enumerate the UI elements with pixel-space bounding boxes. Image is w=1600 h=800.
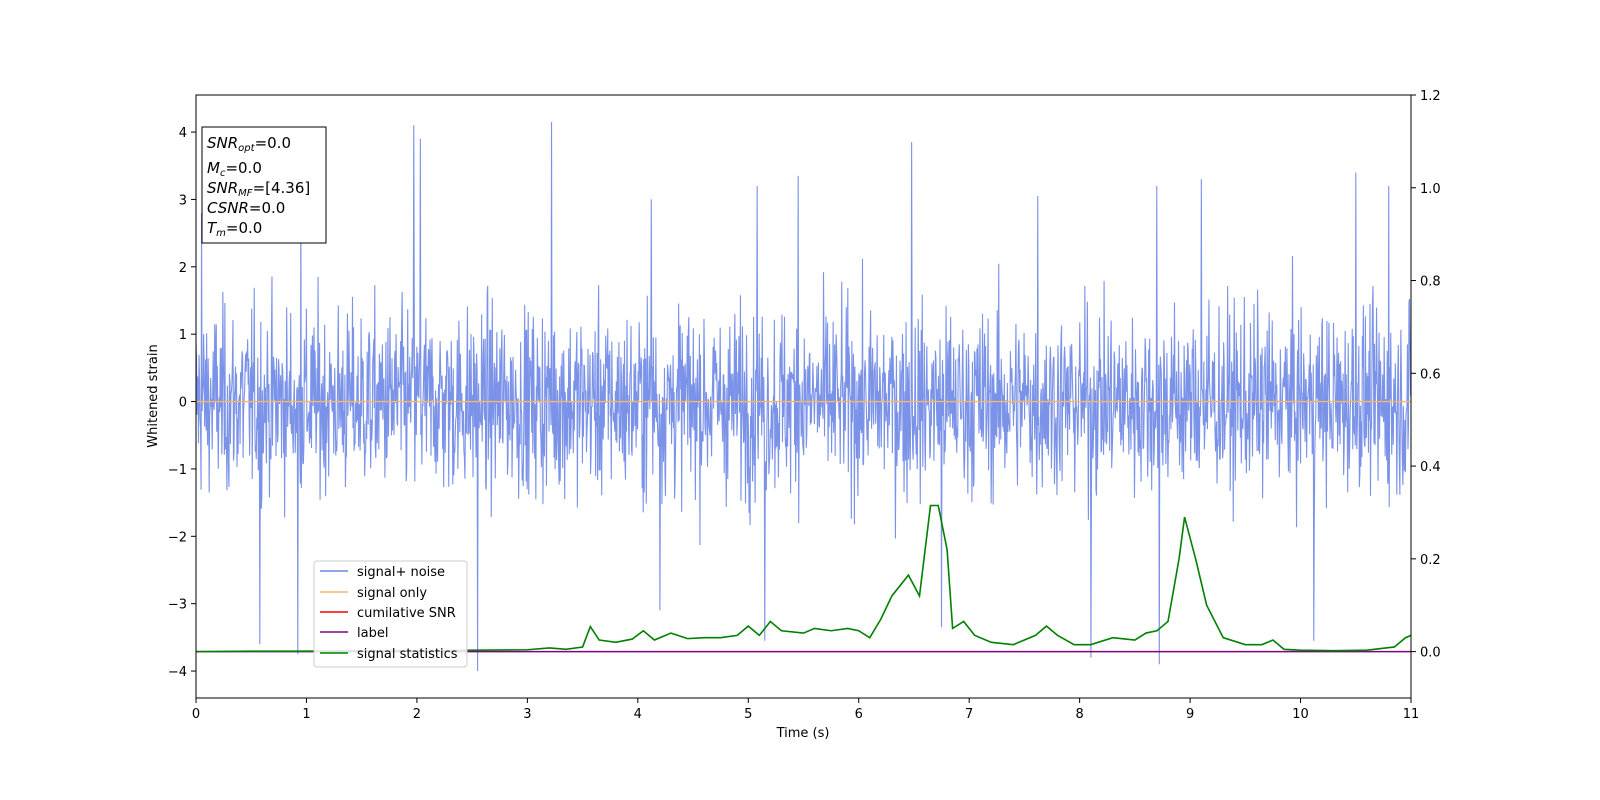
x-tick-label-9: 9: [1186, 707, 1194, 722]
plot-frame: [195, 94, 1412, 699]
y-tick-label-8: −4: [168, 665, 187, 680]
legend-label-label: label: [357, 626, 388, 641]
series-signal-statistics-line: [196, 504, 1411, 653]
legend: signal+ noise signal only cumilative SNR…: [313, 560, 468, 668]
x-tick-label-2: 2: [413, 707, 421, 722]
y2-tick-label-5: 0.2: [1420, 553, 1441, 568]
x-tick-label-5: 5: [744, 707, 752, 722]
info-snr-mf: SNRMF=[4.36]: [207, 179, 310, 199]
x-tick-label-1: 1: [302, 707, 310, 722]
y-tick-label-3: 1: [179, 328, 187, 343]
legend-label-signal-only: signal only: [357, 586, 427, 601]
y-tick-label-2: 2: [179, 261, 187, 276]
y2-tick-label-2: 0.8: [1420, 275, 1441, 290]
info-box: SNRopt=0.0 Mc=0.0 SNRMF=[4.36] CSNR=0.0 …: [201, 126, 327, 244]
y-tick-label-1: 3: [179, 193, 187, 208]
legend-frame: [313, 560, 468, 668]
info-snr-opt: SNRopt=0.0: [207, 134, 291, 154]
y2-tick-label-1: 1.0: [1420, 182, 1441, 197]
series-signal-noise-line: [196, 121, 1411, 672]
legend-label-signal-noise: signal+ noise: [357, 565, 445, 580]
axes: 0 1 2 3 4 5 6 7 8 9 10 1143210−1−2−3−41.21.00.80.60…: [168, 89, 1441, 722]
info-mc: Mc=0.0: [207, 159, 262, 179]
x-tick-label-11: 11: [1403, 707, 1420, 722]
info-tm: Tm=0.0: [207, 219, 262, 239]
x-tick-label-3: 3: [523, 707, 531, 722]
y2-tick-label-3: 0.6: [1420, 367, 1441, 382]
x-axis-label: Time (s): [776, 726, 830, 741]
y2-tick-label-4: 0.4: [1420, 460, 1441, 475]
legend-label-signal-statistics: signal statistics: [357, 647, 458, 662]
x-tick-label-8: 8: [1075, 707, 1083, 722]
y2-tick-label-0: 1.2: [1420, 89, 1441, 104]
y-axis-label: Whitened strain: [146, 344, 161, 447]
y2-tick-label-6: 0.0: [1420, 646, 1441, 661]
x-tick-label-0: 0: [192, 707, 200, 722]
info-csnr: CSNR=0.0: [207, 199, 285, 217]
legend-label-cumilative-snr: cumilative SNR: [357, 606, 456, 621]
x-tick-label-10: 10: [1292, 707, 1309, 722]
y-tick-label-7: −3: [168, 598, 187, 613]
y-tick-label-4: 0: [179, 396, 187, 411]
x-tick-label-7: 7: [965, 707, 973, 722]
x-tick-label-4: 4: [634, 707, 642, 722]
y-tick-label-5: −1: [168, 463, 187, 478]
y-tick-label-0: 4: [179, 126, 187, 141]
x-tick-label-6: 6: [855, 707, 863, 722]
y-tick-label-6: −2: [168, 530, 187, 545]
